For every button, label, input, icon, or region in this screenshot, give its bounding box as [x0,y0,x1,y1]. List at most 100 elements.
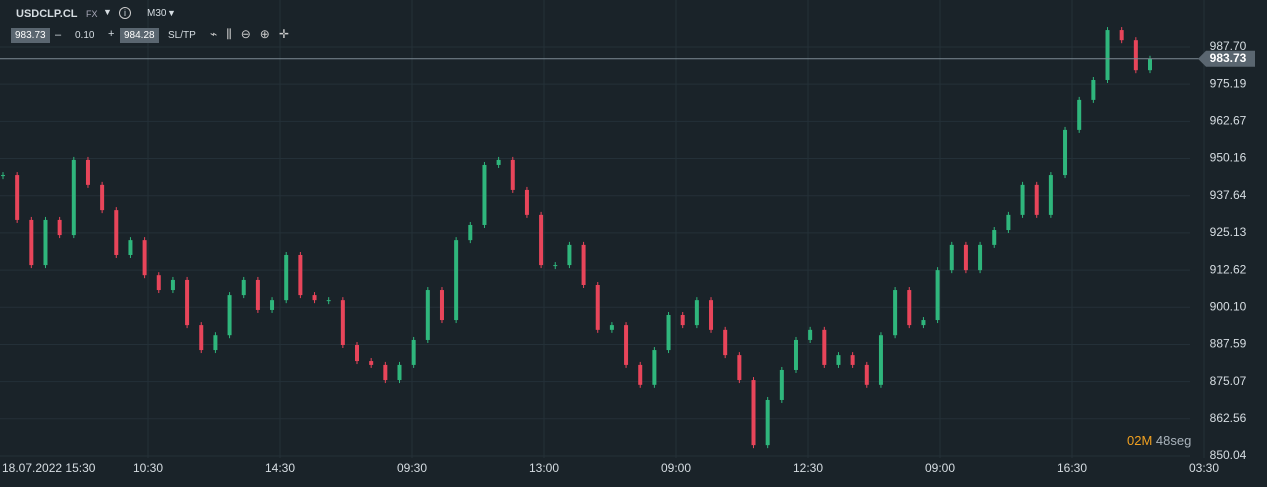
candle-body [878,335,883,385]
candle-body [156,275,161,291]
candle-body [411,339,416,365]
bid-price: 983.73 [11,28,50,43]
x-tick-label: 10:30 [133,461,163,475]
candle-body [425,290,430,340]
candle-body [340,300,345,346]
candle-body [270,300,275,310]
candle-body [581,244,586,285]
y-tick-label: 887.59 [1210,337,1247,351]
market[interactable]: FX [86,9,98,19]
candle-body [1006,214,1011,231]
lot-size[interactable]: 0.10 [75,30,95,41]
y-tick-label: 912.62 [1210,262,1247,276]
candle-body [850,355,855,365]
candle-body [57,219,62,236]
candle-body [454,240,459,321]
candle-body [439,290,444,321]
candle-body [609,325,614,330]
lot-minus[interactable]: – [55,29,62,41]
x-tick-label: 18.07.2022 15:30 [2,461,96,475]
candle-body [539,214,544,266]
candle-body [468,224,473,241]
candle-body [524,189,529,215]
candle-body [43,219,48,266]
candle-body [963,244,968,271]
x-tick-label: 12:30 [793,461,823,475]
sl-tp-button[interactable]: SL/TP [168,30,196,41]
candle-body [1133,40,1138,71]
y-tick-label: 950.16 [1210,151,1247,165]
candle-body [737,355,742,381]
candle-body [227,295,232,336]
candle-body [638,364,643,385]
candle-body [1063,129,1068,176]
candle-body [1148,58,1152,71]
x-tick-label: 13:00 [529,461,559,475]
candle-body [482,164,487,225]
candle-body [978,244,983,271]
candle-body [864,364,869,385]
candle-body [836,355,841,365]
candle-body [949,244,954,271]
candle-body [326,300,331,302]
y-tick-label: 937.64 [1210,188,1247,202]
candle-body [779,369,784,400]
y-tick-label: 900.10 [1210,299,1247,313]
candle-body [1020,184,1025,215]
symbol[interactable]: USDCLP.CL [16,8,78,20]
x-tick-label: 03:30 [1189,461,1219,475]
candle-body [808,329,813,340]
candle-body [694,300,699,326]
countdown-minutes: 02M [1127,433,1153,448]
candle-body [793,339,798,370]
candle-body [1105,30,1110,80]
candle-body [284,254,289,301]
candle-body [1077,99,1082,130]
candle-body [312,295,317,301]
last-price-label: 983.73 [1210,51,1247,65]
candle-body [723,329,728,356]
x-tick-label: 14:30 [265,461,295,475]
x-tick-label: 09:00 [925,461,955,475]
candle-body [595,284,600,330]
timeframe-dropdown[interactable]: ▼ [167,8,176,18]
candle-body [128,240,133,255]
timeframe[interactable]: M30 [147,8,167,19]
candle-body [765,399,770,446]
candle-body [71,159,76,236]
candle-body [992,230,997,245]
y-tick-label: 987.70 [1210,39,1247,53]
candle-body [369,361,374,365]
candle-body [935,270,940,321]
countdown-seconds: 48seg [1155,433,1192,448]
candle-body [567,244,572,266]
market-dropdown[interactable]: ▼ [103,7,112,17]
y-tick-label: 862.56 [1210,411,1247,425]
candle-body [921,320,926,326]
candle-body [100,184,105,211]
candle-body [298,254,303,296]
info-icon[interactable]: i [119,7,131,19]
candle-body [1091,79,1096,100]
candle-body [1048,175,1053,215]
candle-body [142,240,147,276]
x-tick-label: 09:00 [661,461,691,475]
y-tick-label: 975.19 [1210,76,1247,90]
y-tick-label: 875.07 [1210,374,1247,388]
candle-body [624,325,629,365]
last-price-tag [1198,50,1255,67]
candle-body [29,219,34,266]
candle-body [496,159,501,165]
candle-body [397,364,402,381]
candle-body [355,345,360,362]
y-tick-label: 850.04 [1210,448,1247,462]
candle-body [15,175,20,220]
tool-icons[interactable]: ⌁⫼⊖⊕✛ [210,27,298,41]
candle-body [199,325,204,351]
candle-body [213,335,218,351]
lot-plus[interactable]: + [108,28,115,40]
x-tick-label: 16:30 [1057,461,1087,475]
x-tick-label: 09:30 [397,461,427,475]
candle-body [255,279,260,310]
